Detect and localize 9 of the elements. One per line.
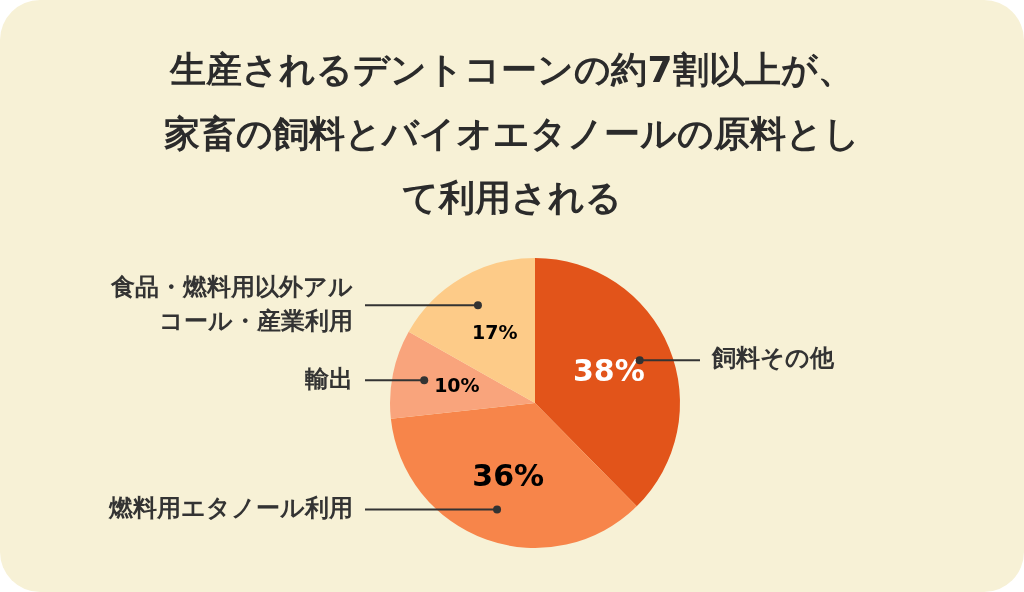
slice-label: 燃料用エタノール利用 — [108, 493, 353, 522]
data-label: 17% — [472, 321, 518, 344]
chart-title: 生産されるデントコーンの約7割以上が、家畜の飼料とバイオエタノールの原料として利用される — [163, 48, 861, 220]
slice-label: 輸出 — [304, 364, 353, 393]
data-label: 38% — [572, 352, 645, 388]
data-label: 36% — [472, 457, 545, 493]
slice-label: 食品・燃料用以外アルコール・産業利用 — [110, 272, 353, 335]
data-label: 10% — [434, 373, 480, 396]
slice-label: 飼料その他 — [711, 344, 835, 373]
